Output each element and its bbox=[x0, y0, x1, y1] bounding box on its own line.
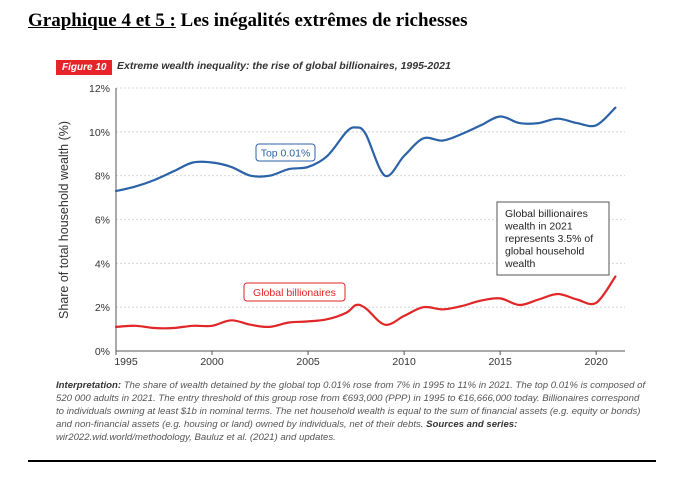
billionaires-series-label: Global billionaires bbox=[253, 287, 336, 299]
y-tick-label: 2% bbox=[95, 302, 110, 314]
sources-label: Sources and series: bbox=[426, 419, 518, 430]
annotation-line: global household bbox=[505, 246, 585, 258]
bottom-divider bbox=[28, 460, 656, 462]
series-lines bbox=[114, 106, 617, 330]
annotation-line: wealth in 2021 bbox=[504, 221, 573, 233]
y-tick-label: 10% bbox=[89, 127, 110, 139]
annotation-line: wealth bbox=[504, 258, 536, 270]
heading-rest: Les inégalités extrêmes de richesses bbox=[175, 10, 468, 31]
interpretation-body: The share of wealth detained by the glob… bbox=[56, 380, 646, 430]
top-label-box: Top 0.01% bbox=[255, 143, 316, 162]
billionaires-label-box: Global billionaires bbox=[243, 282, 346, 302]
x-tick-label: 2015 bbox=[488, 356, 512, 368]
y-tick-label: 0% bbox=[95, 346, 110, 358]
global-billionaires-line bbox=[114, 275, 617, 330]
figure-title: Extreme wealth inequality: the rise of g… bbox=[117, 60, 451, 72]
y-tick-label: 8% bbox=[95, 171, 110, 183]
x-tick-label: 2005 bbox=[296, 356, 320, 368]
y-tick-labels: 0% 2% 4% 6% 8% 10% 12% bbox=[89, 83, 110, 358]
y-tick-label: 12% bbox=[89, 83, 110, 95]
figure-badge: Figure 10 bbox=[56, 60, 113, 75]
annotation-line: represents 3.5% of bbox=[505, 233, 593, 245]
x-tick-label: 1995 bbox=[114, 356, 138, 368]
y-axis-label: Share of total household wealth (%) bbox=[57, 121, 71, 319]
axes bbox=[115, 88, 625, 355]
x-tick-label: 2000 bbox=[200, 356, 224, 368]
x-tick-labels: 1995 2000 2005 2010 2015 2020 bbox=[114, 356, 608, 368]
interpretation-note: Interpretation: The share of wealth deta… bbox=[56, 379, 646, 444]
x-tick-label: 2010 bbox=[392, 356, 416, 368]
interpretation-lead: Interpretation: bbox=[56, 380, 122, 391]
y-tick-label: 4% bbox=[95, 258, 110, 270]
top-0-01-line bbox=[114, 106, 617, 193]
x-tick-label: 2020 bbox=[585, 356, 609, 368]
sources-body: wir2022.wid.world/methodology, Bauluz et… bbox=[56, 432, 336, 443]
y-tick-label: 6% bbox=[95, 215, 110, 227]
top-series-label: Top 0.01% bbox=[261, 148, 311, 160]
page-heading: Graphique 4 et 5 : Les inégalités extrêm… bbox=[28, 10, 468, 32]
annotation-line: Global billionaires bbox=[505, 208, 588, 220]
heading-prefix: Graphique 4 et 5 : bbox=[28, 10, 176, 31]
